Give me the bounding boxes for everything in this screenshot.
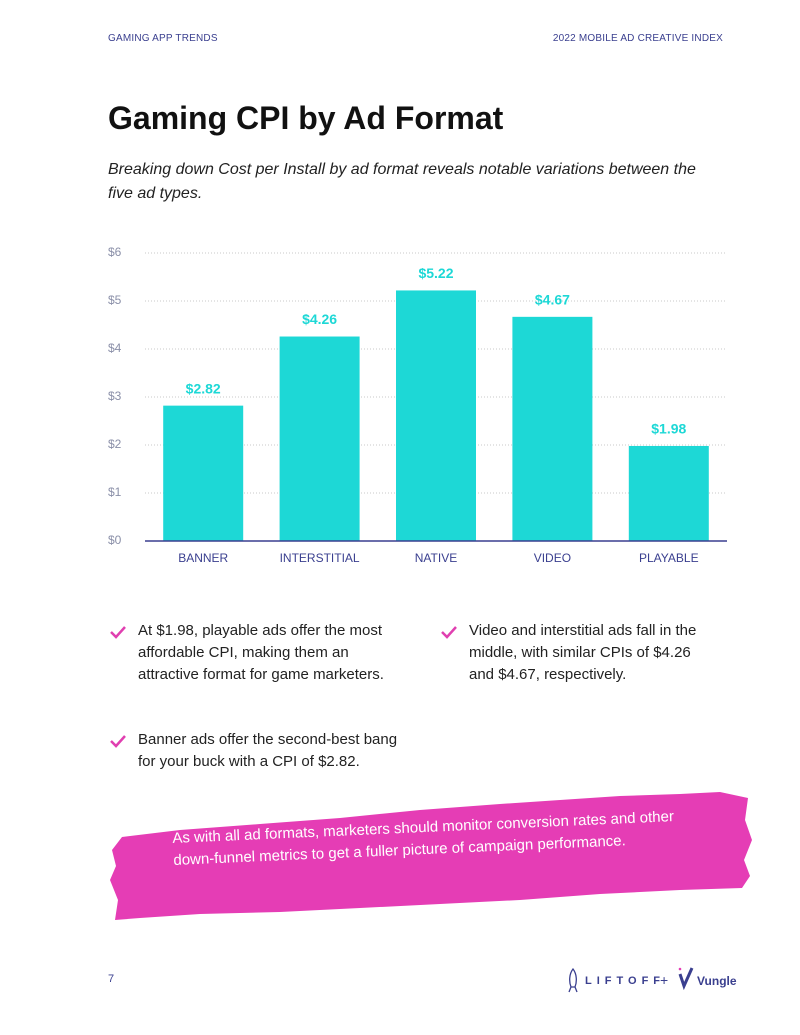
- y-tick-label: $0: [108, 533, 122, 547]
- y-tick-label: $4: [108, 341, 122, 355]
- bullet: At $1.98, playable ads offer the most af…: [138, 622, 384, 683]
- y-tick-label: $5: [108, 293, 122, 307]
- x-tick-label: INTERSTITIAL: [280, 551, 360, 565]
- x-tick-label: BANNER: [178, 551, 228, 565]
- y-tick-label: $6: [108, 245, 122, 259]
- value-label: $2.82: [186, 380, 221, 396]
- check-icon: [110, 626, 126, 639]
- brand-liftoff: LIFTOFF: [585, 975, 666, 987]
- callout-brush: [110, 792, 752, 920]
- y-tick-label: $1: [108, 485, 122, 499]
- bar: [279, 336, 360, 541]
- page-number: 7: [108, 973, 115, 985]
- y-tick-label: $2: [108, 437, 122, 451]
- bar: [512, 316, 593, 541]
- x-tick-label: VIDEO: [534, 551, 571, 565]
- subtitle: Breaking down Cost per Install by ad for…: [108, 161, 696, 202]
- bar: [163, 405, 244, 541]
- bullet: Video and interstitial ads fall in the m…: [469, 622, 697, 683]
- chart: $0 $1 $2 $3 $4 $5 $6 $2.82 BANNER $4.26 INTERSTITI…: [108, 245, 727, 565]
- brand-plus: +: [660, 972, 669, 988]
- vungle-icon: [678, 967, 694, 990]
- title: Gaming CPI by Ad Format: [108, 100, 504, 136]
- value-label: $4.67: [535, 292, 570, 308]
- x-tick-label: NATIVE: [415, 551, 457, 565]
- rocket-icon: [568, 968, 578, 993]
- value-label: $1.98: [651, 421, 686, 437]
- header-left: GAMING APP TRENDS: [108, 33, 218, 44]
- header-right: 2022 MOBILE AD CREATIVE INDEX: [552, 33, 723, 44]
- value-label: $4.26: [302, 311, 337, 327]
- y-tick-label: $3: [108, 389, 122, 403]
- x-tick-label: PLAYABLE: [639, 551, 699, 565]
- value-label: $5.22: [418, 265, 453, 281]
- bullet: Banner ads offer the second-best bang fo…: [138, 731, 398, 770]
- bar: [628, 445, 709, 541]
- check-icon: [441, 626, 457, 639]
- bar: [396, 290, 476, 541]
- check-icon: [110, 735, 126, 748]
- brand-vungle: Vungle: [697, 974, 737, 988]
